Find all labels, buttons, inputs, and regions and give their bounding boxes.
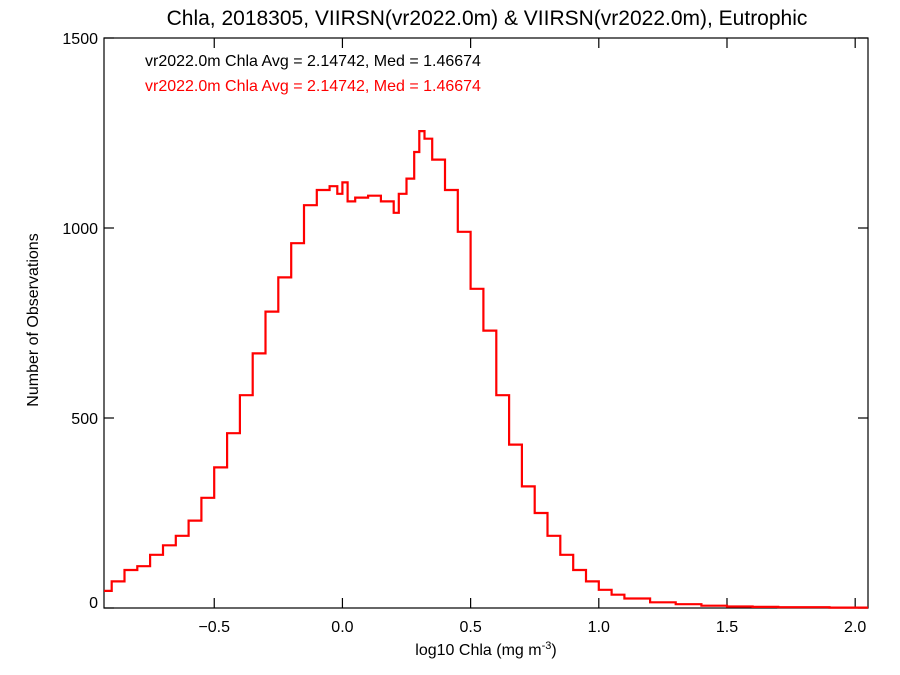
annotation-red: vr2022.0m Chla Avg = 2.14742, Med = 1.46… [145,78,481,95]
y-tick-label: 1000 [62,221,98,238]
y-tick-label: 0 [89,595,98,612]
y-axis-ticks: 0 500 1000 1500 [62,31,868,612]
x-axis-label: log10 Chla (mg m-3) [415,640,556,659]
x-tick-label: 0.5 [459,619,481,636]
x-tick-label: 1.5 [716,619,738,636]
y-tick-label: 500 [71,411,98,428]
y-axis-label: Number of Observations [25,233,42,406]
x-axis-ticks: −0.5 0.0 0.5 1.0 1.5 2.0 [198,38,866,636]
series-layer [104,130,868,609]
annotation-black: vr2022.0m Chla Avg = 2.14742, Med = 1.46… [145,53,481,70]
y-tick-label: 1500 [62,31,98,48]
series-line-0 [104,130,868,609]
x-tick-label: −0.5 [198,619,230,636]
plot-frame [103,37,869,609]
x-tick-label: 1.0 [588,619,610,636]
x-tick-label: 0.0 [331,619,353,636]
x-tick-label: 2.0 [844,619,866,636]
chart-title: Chla, 2018305, VIIRSN(vr2022.0m) & VIIRS… [167,7,808,30]
